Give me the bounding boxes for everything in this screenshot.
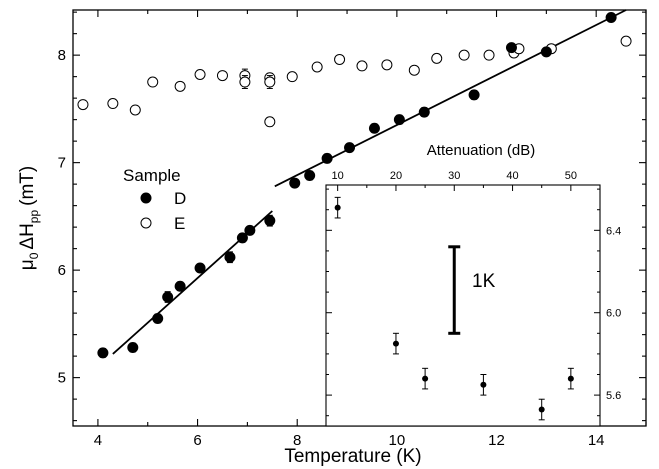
data-point-d bbox=[468, 89, 480, 101]
data-point-e bbox=[620, 35, 632, 47]
inset-y-tick-label: 6.0 bbox=[606, 308, 621, 320]
data-point-e bbox=[356, 60, 368, 72]
data-point-e bbox=[458, 49, 470, 61]
data-point-d bbox=[162, 291, 174, 303]
data-point-d bbox=[505, 42, 517, 54]
data-point-d bbox=[540, 46, 552, 58]
data-point-e bbox=[264, 76, 276, 88]
inset-x-tick-label: 10 bbox=[332, 170, 344, 182]
inset-y-ticks: 5.6 6.0 6.4 bbox=[326, 188, 621, 417]
data-point-e bbox=[311, 61, 323, 73]
inset-y-tick-label: 6.4 bbox=[606, 225, 621, 237]
data-point-e bbox=[216, 70, 228, 82]
data-point-e bbox=[77, 99, 89, 111]
data-point-d bbox=[127, 342, 139, 354]
inset-x-tick-label: 20 bbox=[390, 170, 402, 182]
legend: Sample D E bbox=[123, 166, 186, 233]
data-point-e bbox=[147, 76, 159, 88]
inset-y-tick-label: 5.6 bbox=[606, 390, 621, 402]
data-point-d bbox=[244, 224, 256, 236]
main-x-ticks: 4 6 8 10 12 14 bbox=[94, 10, 647, 449]
y-axis-label: μ0 ΔHpp (mT) bbox=[17, 166, 41, 271]
data-point-e bbox=[194, 68, 206, 80]
legend-marker-d bbox=[140, 192, 152, 204]
legend-label-e: E bbox=[174, 214, 185, 233]
y-tick-label: 7 bbox=[58, 155, 66, 172]
inset-data-point bbox=[422, 375, 429, 382]
data-point-d bbox=[97, 347, 109, 359]
x-tick-label: 14 bbox=[588, 432, 605, 449]
main-y-ticks: 5 6 7 8 bbox=[58, 11, 646, 422]
x-tick-label: 8 bbox=[293, 432, 301, 449]
data-point-e bbox=[129, 104, 141, 116]
inset-data-point bbox=[392, 340, 399, 347]
series-d-points bbox=[97, 12, 617, 359]
y-label-mu: μ bbox=[17, 259, 38, 270]
inset-points bbox=[334, 196, 574, 421]
data-point-e bbox=[264, 116, 276, 128]
inset-scale-bar-label: 1K bbox=[472, 271, 496, 292]
inset-x-axis-label: Attenuation (dB) bbox=[427, 142, 535, 159]
x-axis-label: Temperature (K) bbox=[284, 446, 421, 467]
inset-data-point bbox=[538, 406, 545, 413]
legend-label-d: D bbox=[174, 189, 186, 208]
data-point-e bbox=[483, 49, 495, 61]
data-point-e bbox=[334, 53, 346, 65]
data-point-e bbox=[408, 64, 420, 76]
inset-scale-bar bbox=[448, 245, 461, 335]
x-tick-label: 4 bbox=[94, 432, 102, 449]
y-label-unit: (mT) bbox=[17, 166, 38, 206]
data-point-d bbox=[236, 232, 248, 244]
x-tick-label: 12 bbox=[488, 432, 505, 449]
data-point-d bbox=[194, 262, 206, 274]
data-point-d bbox=[264, 215, 276, 227]
data-point-d bbox=[344, 142, 356, 154]
data-point-d bbox=[224, 251, 236, 263]
data-point-e bbox=[381, 59, 393, 71]
fit-line bbox=[274, 9, 627, 188]
data-point-d bbox=[152, 313, 164, 325]
y-tick-label: 5 bbox=[58, 370, 66, 387]
data-point-d bbox=[393, 114, 405, 126]
legend-title: Sample bbox=[123, 166, 181, 185]
data-point-d bbox=[174, 280, 186, 292]
y-label-sub0: 0 bbox=[27, 252, 41, 259]
data-point-d bbox=[605, 12, 617, 24]
data-point-e bbox=[239, 76, 251, 88]
data-point-d bbox=[289, 177, 301, 189]
legend-marker-e bbox=[140, 217, 152, 229]
x-tick-label: 6 bbox=[193, 432, 201, 449]
y-tick-label: 6 bbox=[58, 262, 66, 279]
inset-x-tick-label: 30 bbox=[448, 170, 460, 182]
data-point-e bbox=[107, 98, 119, 110]
data-point-e bbox=[286, 71, 298, 83]
inset-x-tick-label: 50 bbox=[565, 170, 577, 182]
inset-x-tick-label: 40 bbox=[506, 170, 518, 182]
inset-data-point bbox=[480, 381, 487, 388]
data-point-d bbox=[418, 106, 430, 118]
y-tick-label: 8 bbox=[58, 47, 66, 64]
data-point-d bbox=[368, 122, 380, 134]
y-label-subpp: pp bbox=[27, 210, 41, 224]
data-point-d bbox=[321, 152, 333, 164]
inset-frame bbox=[325, 184, 601, 427]
data-point-e bbox=[174, 80, 186, 92]
y-label-dh: ΔH bbox=[17, 223, 38, 249]
inset-data-point bbox=[334, 204, 341, 211]
inset-chart: 10 20 30 40 50 5.6 6.0 6.4 Attenuation (dB) 1K bbox=[325, 142, 621, 427]
series-e-points bbox=[77, 35, 632, 128]
data-point-e bbox=[431, 52, 443, 64]
x-tick-label: 10 bbox=[389, 432, 406, 449]
inset-x-ticks: 10 20 30 40 50 bbox=[332, 170, 601, 191]
data-point-d bbox=[304, 170, 316, 182]
inset-data-point bbox=[567, 375, 574, 382]
